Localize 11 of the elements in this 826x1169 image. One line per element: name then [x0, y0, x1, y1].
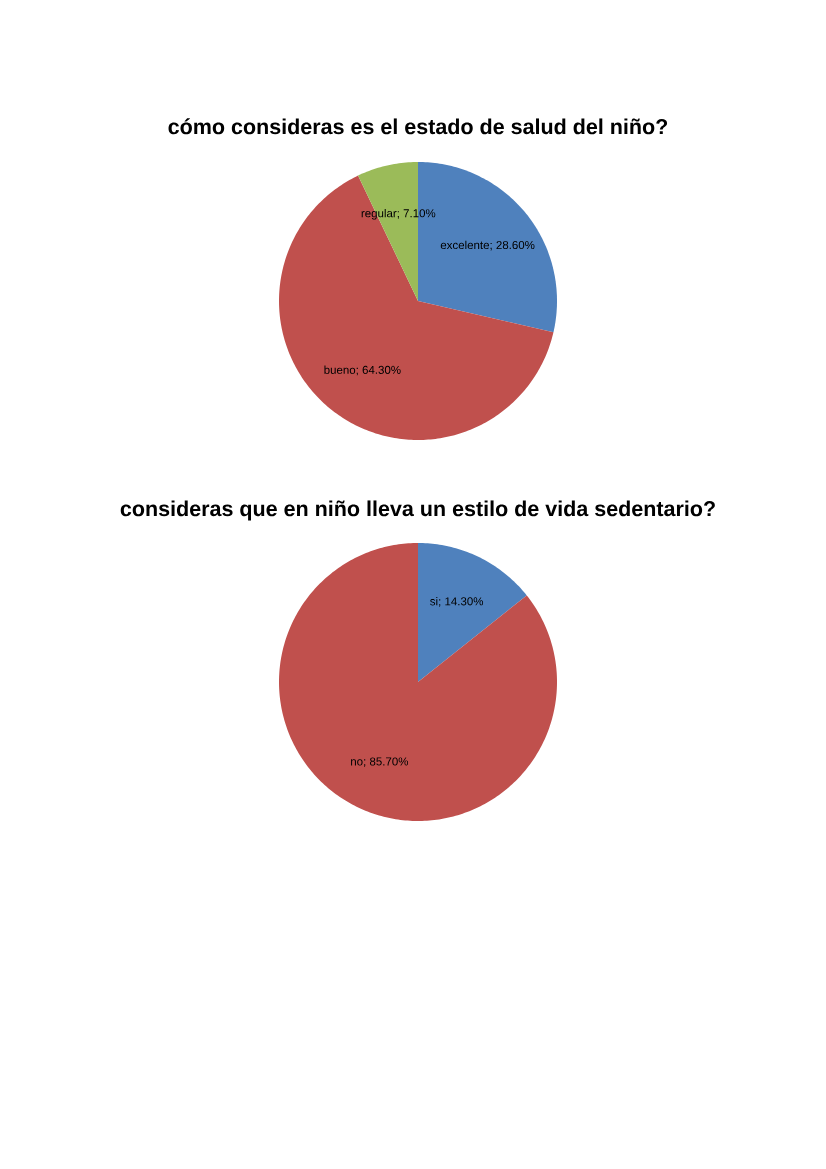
data-label: ; 7.10% [397, 209, 436, 219]
chart-title: consideras que en niño lleva un estilo de vida sedentario? [120, 500, 715, 521]
data-label: ; 14.30% [439, 597, 484, 607]
slice-label: no [351, 759, 363, 766]
slice-label: si [430, 596, 438, 606]
data-label: ; 85.70% [364, 757, 409, 767]
data-label: ; 28.60% [490, 240, 535, 251]
data-label: ; 64.30% [356, 365, 401, 376]
slice-label: excelente [440, 240, 490, 250]
slice-label: bueno [324, 365, 356, 374]
chart-title: cómo consideras es el estado de salud del niño? [168, 118, 668, 135]
